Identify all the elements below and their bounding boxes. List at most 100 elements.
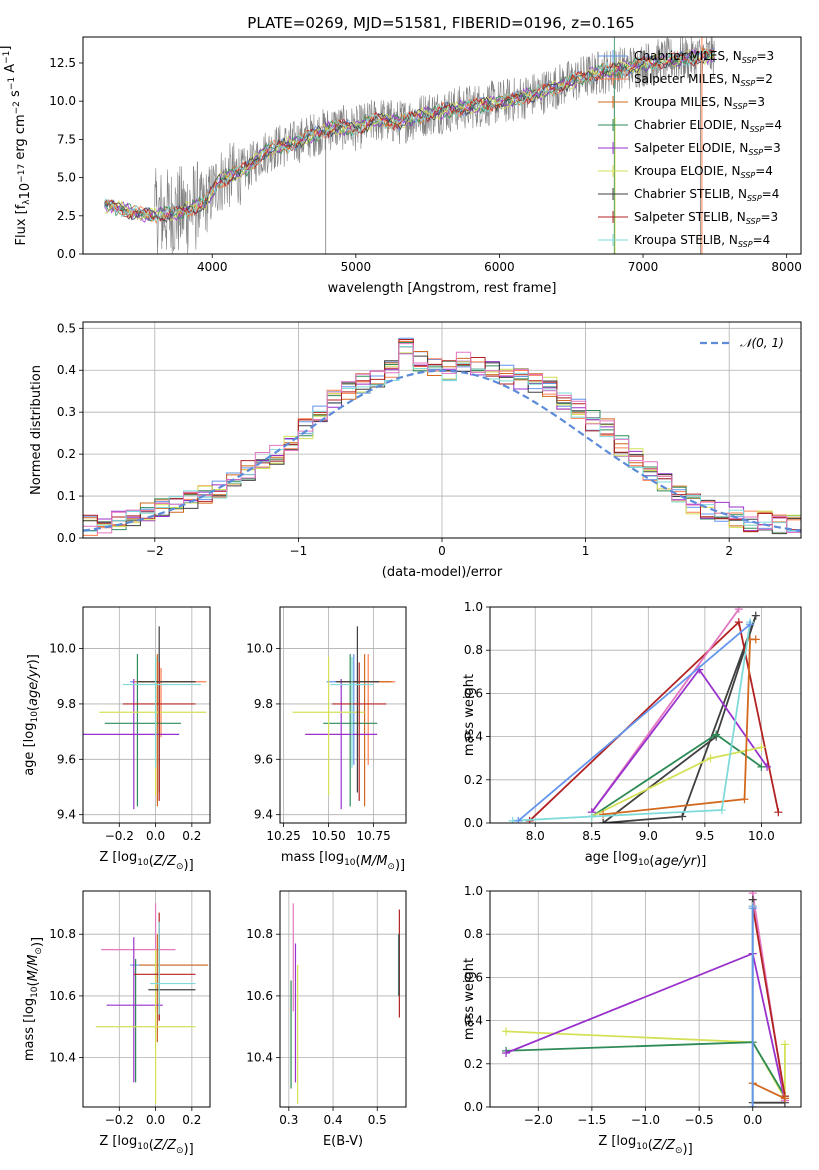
y-axis-label: mass weight [462,674,477,756]
massweight-vs-age-frame [489,606,802,824]
mass-weight-marker [751,611,760,620]
mass-weight-marker [757,743,766,752]
massweight-vs-Z-frame [489,890,802,1108]
x-axis-label: age [log10(age/yr)] [585,850,707,869]
x-tick-label: 2 [725,544,733,558]
x-tick-label: 6000 [484,260,515,274]
y-tick-label: 0.4 [464,730,483,744]
mass-weight-marker [740,795,749,804]
y-tick-label: 0.6 [464,970,483,984]
x-tick-label: 0 [438,544,446,558]
mass-weight-marker [712,730,721,739]
massweight-vs-age-lines [508,607,783,823]
figure-title: PLATE=0269, MJD=51581, FIBERID=0196, z=0… [247,14,634,32]
age-vs-mass-frame [279,606,407,824]
y-tick-label: 10.6 [246,989,273,1003]
y-tick-label: 1.0 [464,884,483,898]
y-tick-label: 9.8 [57,697,76,711]
y-tick-label: 0.1 [57,489,76,503]
x-tick-label: 9.0 [639,829,658,843]
mass-vs-EBV-points [290,903,400,1104]
age-vs-Z-points [83,626,207,810]
mass-weight-marker [734,607,743,614]
x-tick-label: −0.2 [105,829,134,843]
x-tick-label: 0.0 [146,829,165,843]
mass-weight-line [517,623,751,822]
model-spectrum [104,49,716,224]
mass-weight-marker [751,635,760,644]
x-tick-label: 7000 [628,260,659,274]
mass-weight-marker [678,812,687,821]
x-tick-label: 8.5 [582,829,601,843]
x-axis-label: Z [log10(Z/Z⊙)] [598,1134,692,1157]
mass-weight-marker [502,1049,511,1057]
x-tick-label: 0.3 [279,1113,298,1127]
mass-weight-marker [717,806,726,815]
y-tick-label: 10.4 [246,1051,273,1065]
mass-weight-marker [599,810,608,819]
y-tick-label: 7.5 [57,132,76,146]
y-tick-label: 1.0 [464,600,483,614]
mass-weight-marker [774,808,783,817]
normal-curve [83,369,801,532]
residuals-frame [82,321,802,539]
mass-weight-marker [748,1103,757,1107]
y-axis-label: age [log10(age/yr)] [22,654,41,776]
histogram-series [83,339,801,538]
y-tick-label: 0.0 [57,531,76,545]
y-tick-label: 0.8 [464,927,483,941]
y-tick-label: 10.0 [246,642,273,656]
x-tick-label: 0.0 [743,1113,762,1127]
y-tick-label: 10.0 [49,94,76,108]
model-spectrum [104,49,715,222]
y-tick-label: 9.6 [254,752,273,766]
y-tick-label: 10.4 [49,1051,76,1065]
y-tick-label: 0.4 [57,363,76,377]
x-axis-label: Z [log10(Z/Z⊙)] [99,850,193,873]
y-tick-label: 0.0 [464,1100,483,1114]
y-tick-label: 10.6 [49,989,76,1003]
x-tick-label: −2.0 [524,1113,553,1127]
mass-weight-line [752,1082,786,1100]
legend-label: Salpeter STELIB, NSSP=3 [634,210,778,226]
mass-weight-marker [748,904,757,913]
y-tick-label: 0.2 [464,1057,483,1071]
x-axis-label: E(B-V) [323,1134,363,1149]
mass-weight-line [512,621,751,822]
model-spectrum [104,48,716,223]
massweight-vs-Z-axes: −2.0 −1.5 −1.0 −0.5 0.0 0.0 0.2 0.4 0.6 0.8 1.0 Z [… [462,884,801,1157]
model-spectrum [104,49,715,223]
spectrum-plot [104,37,716,254]
y-tick-label: 10.0 [49,642,76,656]
mass-weight-marker [706,754,715,763]
legend-label: Salpeter MILES, NSSP=2 [634,72,773,88]
y-axis-label: Normed distribution [29,365,44,495]
mass-vs-Z-axes: −0.2 0.0 0.2 10.4 10.6 10.8 Z [log10(Z/Z⊙)] mas… [22,891,210,1157]
age-vs-mass-points [292,626,396,810]
y-axis-label: mass weight [462,958,477,1040]
mass-weight-marker [734,618,743,627]
age-vs-mass-axes: 10.25 10.50 10.75 9.4 9.6 9.8 10.0 mass [log10(… [246,607,406,873]
mass-vs-EBV-frame [279,890,407,1108]
mass-weight-line [603,638,756,816]
x-tick-label: −1 [290,544,308,558]
y-tick-label: 0.2 [57,447,76,461]
y-axis-label: Flux [fλ10−17 erg cm−2 s−1 A−1] [0,46,33,246]
model-spectrum [104,49,715,225]
legend-label: 𝒩(0, 1) [740,336,784,350]
y-tick-label: 9.6 [57,752,76,766]
y-tick-label: 5.0 [57,171,76,185]
x-tick-label: 0.5 [368,1113,387,1127]
y-tick-label: 0.4 [464,1014,483,1028]
mass-weight-marker [599,819,608,823]
model-spectrum [104,50,716,222]
x-tick-label: 10.0 [748,829,775,843]
mass-weight-marker [746,620,755,629]
x-tick-label: 1 [582,544,590,558]
x-axis-label: Z [log10(Z/Z⊙)] [99,1134,193,1157]
mass-vs-Z-frame [82,890,211,1108]
mass-weight-marker [780,1040,789,1049]
massweight-vs-Z-lines [502,891,789,1107]
x-tick-label: 0.4 [324,1113,343,1127]
y-tick-label: 0.6 [464,686,483,700]
